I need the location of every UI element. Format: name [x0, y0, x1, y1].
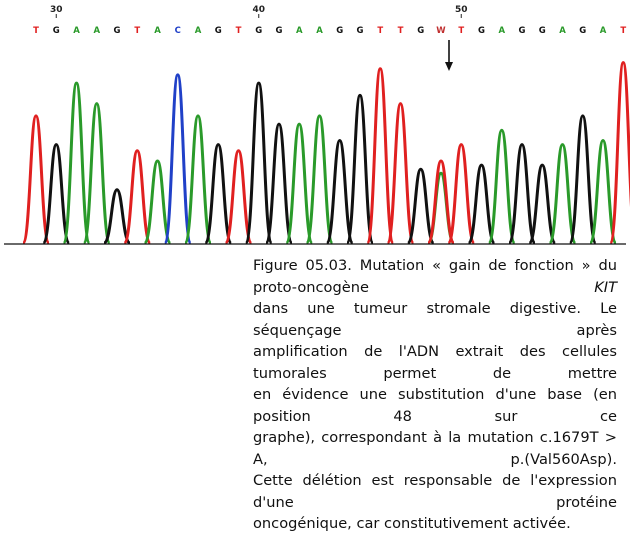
- position-label: 50: [455, 5, 468, 15]
- base-letter: T: [620, 26, 626, 36]
- base-letter: A: [296, 26, 303, 36]
- caption-line-4: en évidence une substitution d'une base …: [253, 386, 617, 425]
- trace-peak: [365, 67, 395, 245]
- trace-peak: [548, 143, 577, 245]
- caption-line-5: graphe), correspondant à la mutation c.1…: [253, 429, 617, 468]
- trace-peak: [163, 73, 193, 245]
- base-letter: G: [336, 26, 343, 36]
- base-letter: T: [236, 26, 242, 36]
- base-letter: G: [53, 26, 60, 36]
- base-letter: C: [175, 26, 181, 36]
- trace-peak: [183, 114, 213, 245]
- trace-peak: [467, 163, 496, 245]
- trace-peak: [568, 114, 598, 245]
- figure-caption: Figure 05.03. Mutation « gain de fonctio…: [253, 255, 617, 535]
- caption-line-3: amplification de l'ADN extrait des cellu…: [253, 343, 617, 382]
- base-letter: T: [377, 26, 383, 36]
- trace-peak: [325, 139, 355, 245]
- trace-peak: [102, 188, 132, 245]
- base-letter: G: [357, 26, 364, 36]
- base-letter: A: [195, 26, 202, 36]
- base-letter: A: [559, 26, 566, 36]
- base-letter: T: [33, 26, 39, 36]
- trace-peak: [487, 128, 517, 245]
- base-letter: T: [134, 26, 140, 36]
- base-letter: G: [114, 26, 121, 36]
- trace-peak: [62, 81, 91, 245]
- base-letter: G: [255, 26, 262, 36]
- base-letter: G: [478, 26, 485, 36]
- trace-peak: [345, 93, 375, 245]
- trace-peak: [122, 149, 152, 245]
- trace-peak: [608, 61, 630, 245]
- base-letter: G: [579, 26, 586, 36]
- trace-peak: [264, 122, 294, 245]
- base-letter: G: [539, 26, 546, 36]
- base-letter: G: [417, 26, 424, 36]
- trace-peak: [406, 167, 436, 245]
- base-letter: W: [436, 26, 446, 36]
- base-letter: G: [215, 26, 222, 36]
- trace-peaks: [21, 61, 630, 245]
- mutation-arrow-icon: [445, 40, 453, 71]
- gene-name: KIT: [594, 278, 617, 296]
- trace-peak: [203, 143, 233, 245]
- trace-peak: [41, 143, 71, 245]
- trace-peak: [244, 81, 274, 245]
- trace-peak: [284, 122, 314, 245]
- arrow-head: [445, 62, 453, 71]
- trace-peak: [305, 114, 334, 245]
- base-letter: G: [276, 26, 283, 36]
- base-letter: T: [458, 26, 464, 36]
- caption-line-6: Cette délétion est responsable de l'expr…: [253, 472, 617, 511]
- base-letter: G: [519, 26, 526, 36]
- base-letter: A: [73, 26, 80, 36]
- trace-peak: [224, 149, 253, 245]
- trace-peak: [143, 159, 172, 245]
- base-letter: A: [154, 26, 161, 36]
- base-letter: A: [600, 26, 607, 36]
- trace-peak: [446, 143, 476, 245]
- base-letter: A: [93, 26, 100, 36]
- trace-peak: [82, 102, 112, 245]
- dna-sequencing-chromatogram: 30 40 50 T G A A G T A C A G T G G A A G G T T G W T G A G G A G A T: [0, 0, 630, 248]
- trace-peak: [527, 163, 557, 245]
- trace-peak: [426, 159, 456, 245]
- trace-peak: [386, 102, 415, 245]
- caption-line-2: dans une tumeur stromale digestive. Le s…: [253, 300, 617, 339]
- caption-line-7: oncogénique, car constitutivement activé…: [253, 515, 571, 532]
- caption-line-1: Figure 05.03. Mutation « gain de fonctio…: [253, 255, 617, 298]
- base-letter: T: [398, 26, 404, 36]
- position-label: 30: [50, 5, 63, 15]
- caption-line-1-text: Figure 05.03. Mutation « gain de fonctio…: [253, 257, 617, 296]
- position-label: 40: [252, 5, 265, 15]
- trace-peak: [507, 143, 537, 245]
- base-letter: A: [316, 26, 323, 36]
- base-letter: A: [498, 26, 505, 36]
- position-labels: 30 40 50: [50, 5, 468, 18]
- trace-peak: [588, 139, 618, 245]
- trace-peak: [21, 114, 51, 245]
